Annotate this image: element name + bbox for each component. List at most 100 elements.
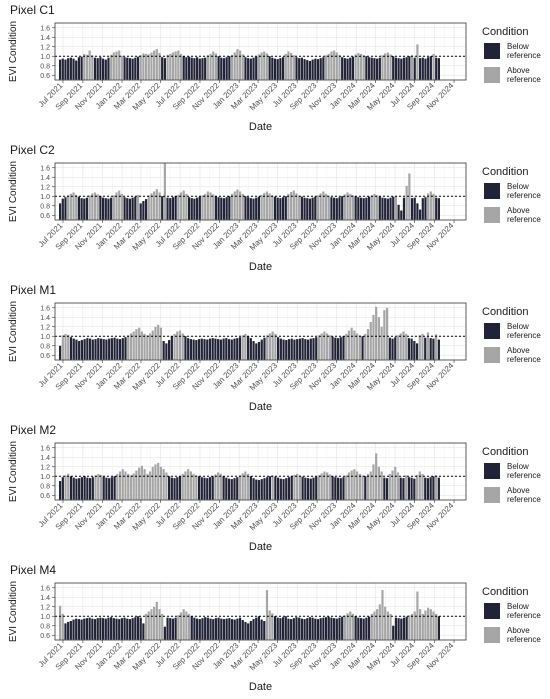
legend-key bbox=[484, 463, 500, 479]
bar bbox=[298, 475, 301, 500]
bar bbox=[346, 613, 349, 640]
bar bbox=[383, 477, 386, 500]
bar bbox=[83, 53, 86, 80]
bar bbox=[255, 197, 258, 220]
y-tick-label: 1.0 bbox=[40, 474, 50, 481]
bar bbox=[268, 56, 271, 80]
y-tick-label: 1.4 bbox=[40, 175, 50, 182]
bar bbox=[139, 55, 142, 80]
bar bbox=[244, 621, 247, 640]
x-axis-label: Date bbox=[249, 261, 272, 273]
bar bbox=[222, 58, 226, 80]
bar bbox=[143, 469, 146, 500]
bar bbox=[110, 477, 113, 500]
legend-key bbox=[484, 603, 500, 619]
bar bbox=[189, 471, 192, 500]
bar bbox=[72, 192, 75, 220]
bar bbox=[247, 197, 250, 220]
bar bbox=[59, 59, 62, 80]
legend-label: Above bbox=[507, 626, 530, 635]
bar bbox=[128, 619, 132, 640]
y-tick-label: 1.0 bbox=[40, 194, 50, 201]
bar bbox=[91, 477, 94, 500]
bar bbox=[161, 57, 164, 80]
bar bbox=[347, 472, 351, 500]
bar bbox=[357, 52, 360, 80]
bar bbox=[209, 53, 212, 80]
bar bbox=[101, 197, 105, 220]
bar bbox=[169, 198, 172, 220]
y-tick-label: 1.0 bbox=[40, 54, 50, 61]
legend-label: reference bbox=[507, 191, 541, 200]
bar bbox=[424, 197, 427, 220]
bar bbox=[201, 58, 204, 80]
bar bbox=[146, 473, 149, 500]
bar bbox=[91, 55, 94, 80]
bar bbox=[136, 194, 140, 220]
plot-frame bbox=[54, 22, 467, 81]
bar bbox=[78, 341, 81, 360]
bar bbox=[136, 56, 140, 80]
bar bbox=[96, 58, 99, 80]
bar bbox=[252, 198, 255, 220]
y-axis-label: EVI Condition bbox=[8, 21, 19, 82]
bar bbox=[347, 330, 351, 360]
bar bbox=[384, 53, 387, 80]
bar bbox=[166, 197, 169, 220]
bar bbox=[301, 476, 304, 500]
bar bbox=[163, 58, 166, 80]
bar bbox=[330, 51, 333, 80]
legend-label: Above bbox=[507, 346, 530, 355]
bar bbox=[138, 467, 141, 500]
bar bbox=[182, 190, 185, 220]
bar bbox=[287, 193, 290, 220]
bar bbox=[418, 209, 422, 220]
bar bbox=[179, 53, 183, 80]
bar bbox=[361, 336, 364, 360]
bar bbox=[171, 618, 175, 640]
bar bbox=[209, 192, 212, 220]
bar bbox=[327, 195, 330, 220]
bar bbox=[364, 333, 367, 360]
bar bbox=[346, 58, 349, 80]
bar bbox=[312, 338, 315, 360]
bar bbox=[279, 478, 282, 500]
bar bbox=[78, 478, 81, 500]
bar bbox=[372, 314, 375, 360]
bar bbox=[369, 322, 372, 360]
chart-title: Pixel M2 bbox=[10, 423, 56, 437]
bar bbox=[268, 610, 271, 640]
bar bbox=[405, 185, 408, 220]
bar bbox=[369, 471, 372, 500]
bar bbox=[162, 341, 165, 360]
bar bbox=[138, 327, 141, 360]
bar bbox=[108, 338, 111, 360]
legend-key bbox=[484, 43, 500, 59]
bar bbox=[397, 204, 400, 220]
bar bbox=[312, 477, 315, 500]
bar bbox=[112, 52, 115, 80]
bar bbox=[61, 335, 64, 360]
bar bbox=[93, 192, 97, 220]
bar bbox=[405, 333, 408, 360]
bar bbox=[189, 339, 192, 360]
bar bbox=[276, 477, 280, 500]
bar bbox=[113, 337, 116, 360]
bar bbox=[165, 472, 168, 500]
bar bbox=[75, 339, 78, 360]
bar bbox=[287, 51, 290, 80]
bar bbox=[182, 609, 185, 640]
bar bbox=[123, 57, 126, 80]
bar bbox=[146, 335, 149, 360]
bar bbox=[144, 613, 148, 640]
bar bbox=[394, 57, 398, 80]
bar bbox=[304, 477, 307, 500]
bar bbox=[293, 474, 296, 500]
bar bbox=[158, 192, 161, 220]
x-axis-label: Date bbox=[249, 681, 272, 693]
bar bbox=[437, 616, 440, 640]
legend-key bbox=[484, 323, 500, 339]
bar bbox=[317, 475, 321, 500]
bar bbox=[105, 339, 108, 360]
